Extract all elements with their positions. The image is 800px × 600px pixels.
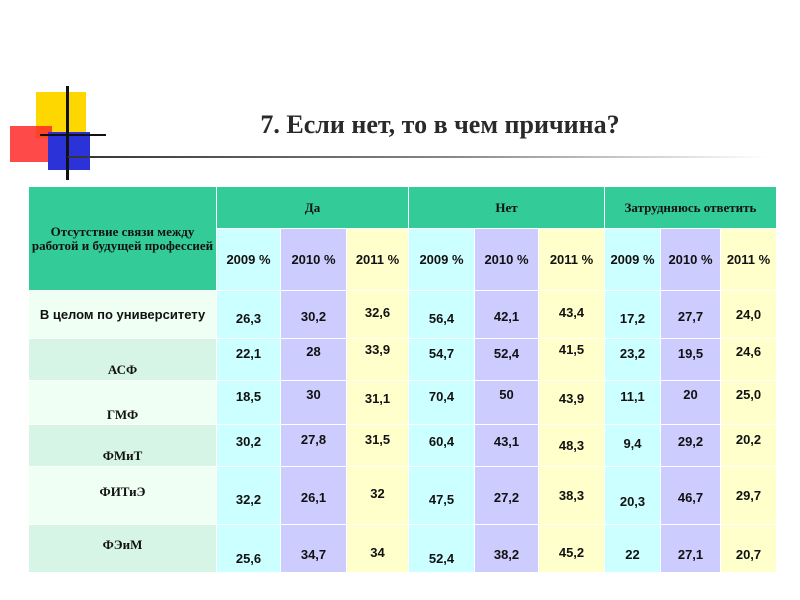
- table-cell: 29,7: [720, 466, 777, 525]
- table-cell: 34,7: [280, 524, 347, 573]
- table-cell: 54,7: [408, 338, 475, 381]
- table-cell: 43,4: [538, 290, 605, 339]
- table-cell: 38,3: [538, 466, 605, 525]
- table-cell: 33,9: [346, 338, 409, 381]
- table-cell: 18,5: [216, 380, 281, 425]
- table-row: АСФ 22,1 28 33,9 54,7 52,4 41,5 23,2 19,…: [28, 338, 777, 381]
- table-cell: 30: [280, 380, 347, 425]
- title-underline: [68, 156, 768, 158]
- table-cell: 22: [604, 524, 661, 573]
- table-corner-label: Отсутствие связи между работой и будущей…: [28, 186, 217, 291]
- table-cell: 38,2: [474, 524, 539, 573]
- survey-table: Отсутствие связи между работой и будущей…: [28, 186, 777, 573]
- table-cell: 27,1: [660, 524, 721, 573]
- table-cell: 45,2: [538, 524, 605, 573]
- table-cell: 27,8: [280, 424, 347, 467]
- table-cell: 60,4: [408, 424, 475, 467]
- table-cell: 46,7: [660, 466, 721, 525]
- year-header: 2009 %: [604, 228, 661, 291]
- year-header: 2011 %: [346, 228, 409, 291]
- table-cell: 31,5: [346, 424, 409, 467]
- table-cell: 29,2: [660, 424, 721, 467]
- row-label: ГМФ: [28, 380, 217, 425]
- row-label: АСФ: [28, 338, 217, 381]
- slide-title: 7. Если нет, то в чем причина?: [260, 110, 620, 139]
- table-cell: 20,2: [720, 424, 777, 467]
- logo-blue-square: [48, 132, 90, 170]
- table-cell: 24,0: [720, 290, 777, 339]
- table-cell: 19,5: [660, 338, 721, 381]
- table-cell: 26,1: [280, 466, 347, 525]
- year-header: 2010 %: [280, 228, 347, 291]
- table-cell: 42,1: [474, 290, 539, 339]
- year-header: 2010 %: [660, 228, 721, 291]
- table-row: ГМФ 18,5 30 31,1 70,4 50 43,9 11,1 20 25…: [28, 380, 777, 425]
- table-cell: 20,3: [604, 466, 661, 525]
- year-header: 2009 %: [408, 228, 475, 291]
- table-cell: 32,2: [216, 466, 281, 525]
- table-cell: 70,4: [408, 380, 475, 425]
- group-header-undecided: Затрудняюсь ответить: [604, 186, 777, 229]
- table-cell: 23,2: [604, 338, 661, 381]
- table-cell: 47,5: [408, 466, 475, 525]
- table-cell: 26,3: [216, 290, 281, 339]
- row-label: ФЭиМ: [28, 524, 217, 573]
- table-cell: 32,6: [346, 290, 409, 339]
- table-cell: 27,2: [474, 466, 539, 525]
- table-cell: 56,4: [408, 290, 475, 339]
- table-row: В целом по университету 26,3 30,2 32,6 5…: [28, 290, 777, 339]
- table-cell: 52,4: [408, 524, 475, 573]
- row-label: В целом по университету: [28, 290, 217, 339]
- table-cell: 9,4: [604, 424, 661, 467]
- table-cell: 27,7: [660, 290, 721, 339]
- group-header-yes: Да: [216, 186, 409, 229]
- table-row: ФМиТ 30,2 27,8 31,5 60,4 43,1 48,3 9,4 2…: [28, 424, 777, 467]
- table-cell: 24,6: [720, 338, 777, 381]
- logo-horizontal-line: [40, 134, 106, 136]
- table-cell: 11,1: [604, 380, 661, 425]
- group-header-no: Нет: [408, 186, 605, 229]
- logo-red-square: [10, 126, 52, 162]
- table-cell: 31,1: [346, 380, 409, 425]
- table-cell: 20: [660, 380, 721, 425]
- table-cell: 20,7: [720, 524, 777, 573]
- table-cell: 52,4: [474, 338, 539, 381]
- year-header: 2010 %: [474, 228, 539, 291]
- table-cell: 34: [346, 524, 409, 573]
- table-cell: 25,0: [720, 380, 777, 425]
- table-cell: 30,2: [216, 424, 281, 467]
- table-row: ФЭиМ 25,6 34,7 34 52,4 38,2 45,2 22 27,1…: [28, 524, 777, 573]
- table-cell: 41,5: [538, 338, 605, 381]
- table-row: ФИТиЭ 32,2 26,1 32 47,5 27,2 38,3 20,3 4…: [28, 466, 777, 525]
- table-cell: 28: [280, 338, 347, 381]
- table-cell: 50: [474, 380, 539, 425]
- table-cell: 32: [346, 466, 409, 525]
- table-cell: 17,2: [604, 290, 661, 339]
- row-label: ФИТиЭ: [28, 466, 217, 525]
- table-cell: 43,1: [474, 424, 539, 467]
- table-cell: 30,2: [280, 290, 347, 339]
- year-header: 2011 %: [720, 228, 777, 291]
- year-header: 2009 %: [216, 228, 281, 291]
- slide-logo-decoration: [0, 80, 110, 180]
- row-label: ФМиТ: [28, 424, 217, 467]
- table-cell: 25,6: [216, 524, 281, 573]
- year-header: 2011 %: [538, 228, 605, 291]
- table-cell: 43,9: [538, 380, 605, 425]
- table-cell: 48,3: [538, 424, 605, 467]
- logo-vertical-line: [66, 86, 69, 180]
- table-cell: 22,1: [216, 338, 281, 381]
